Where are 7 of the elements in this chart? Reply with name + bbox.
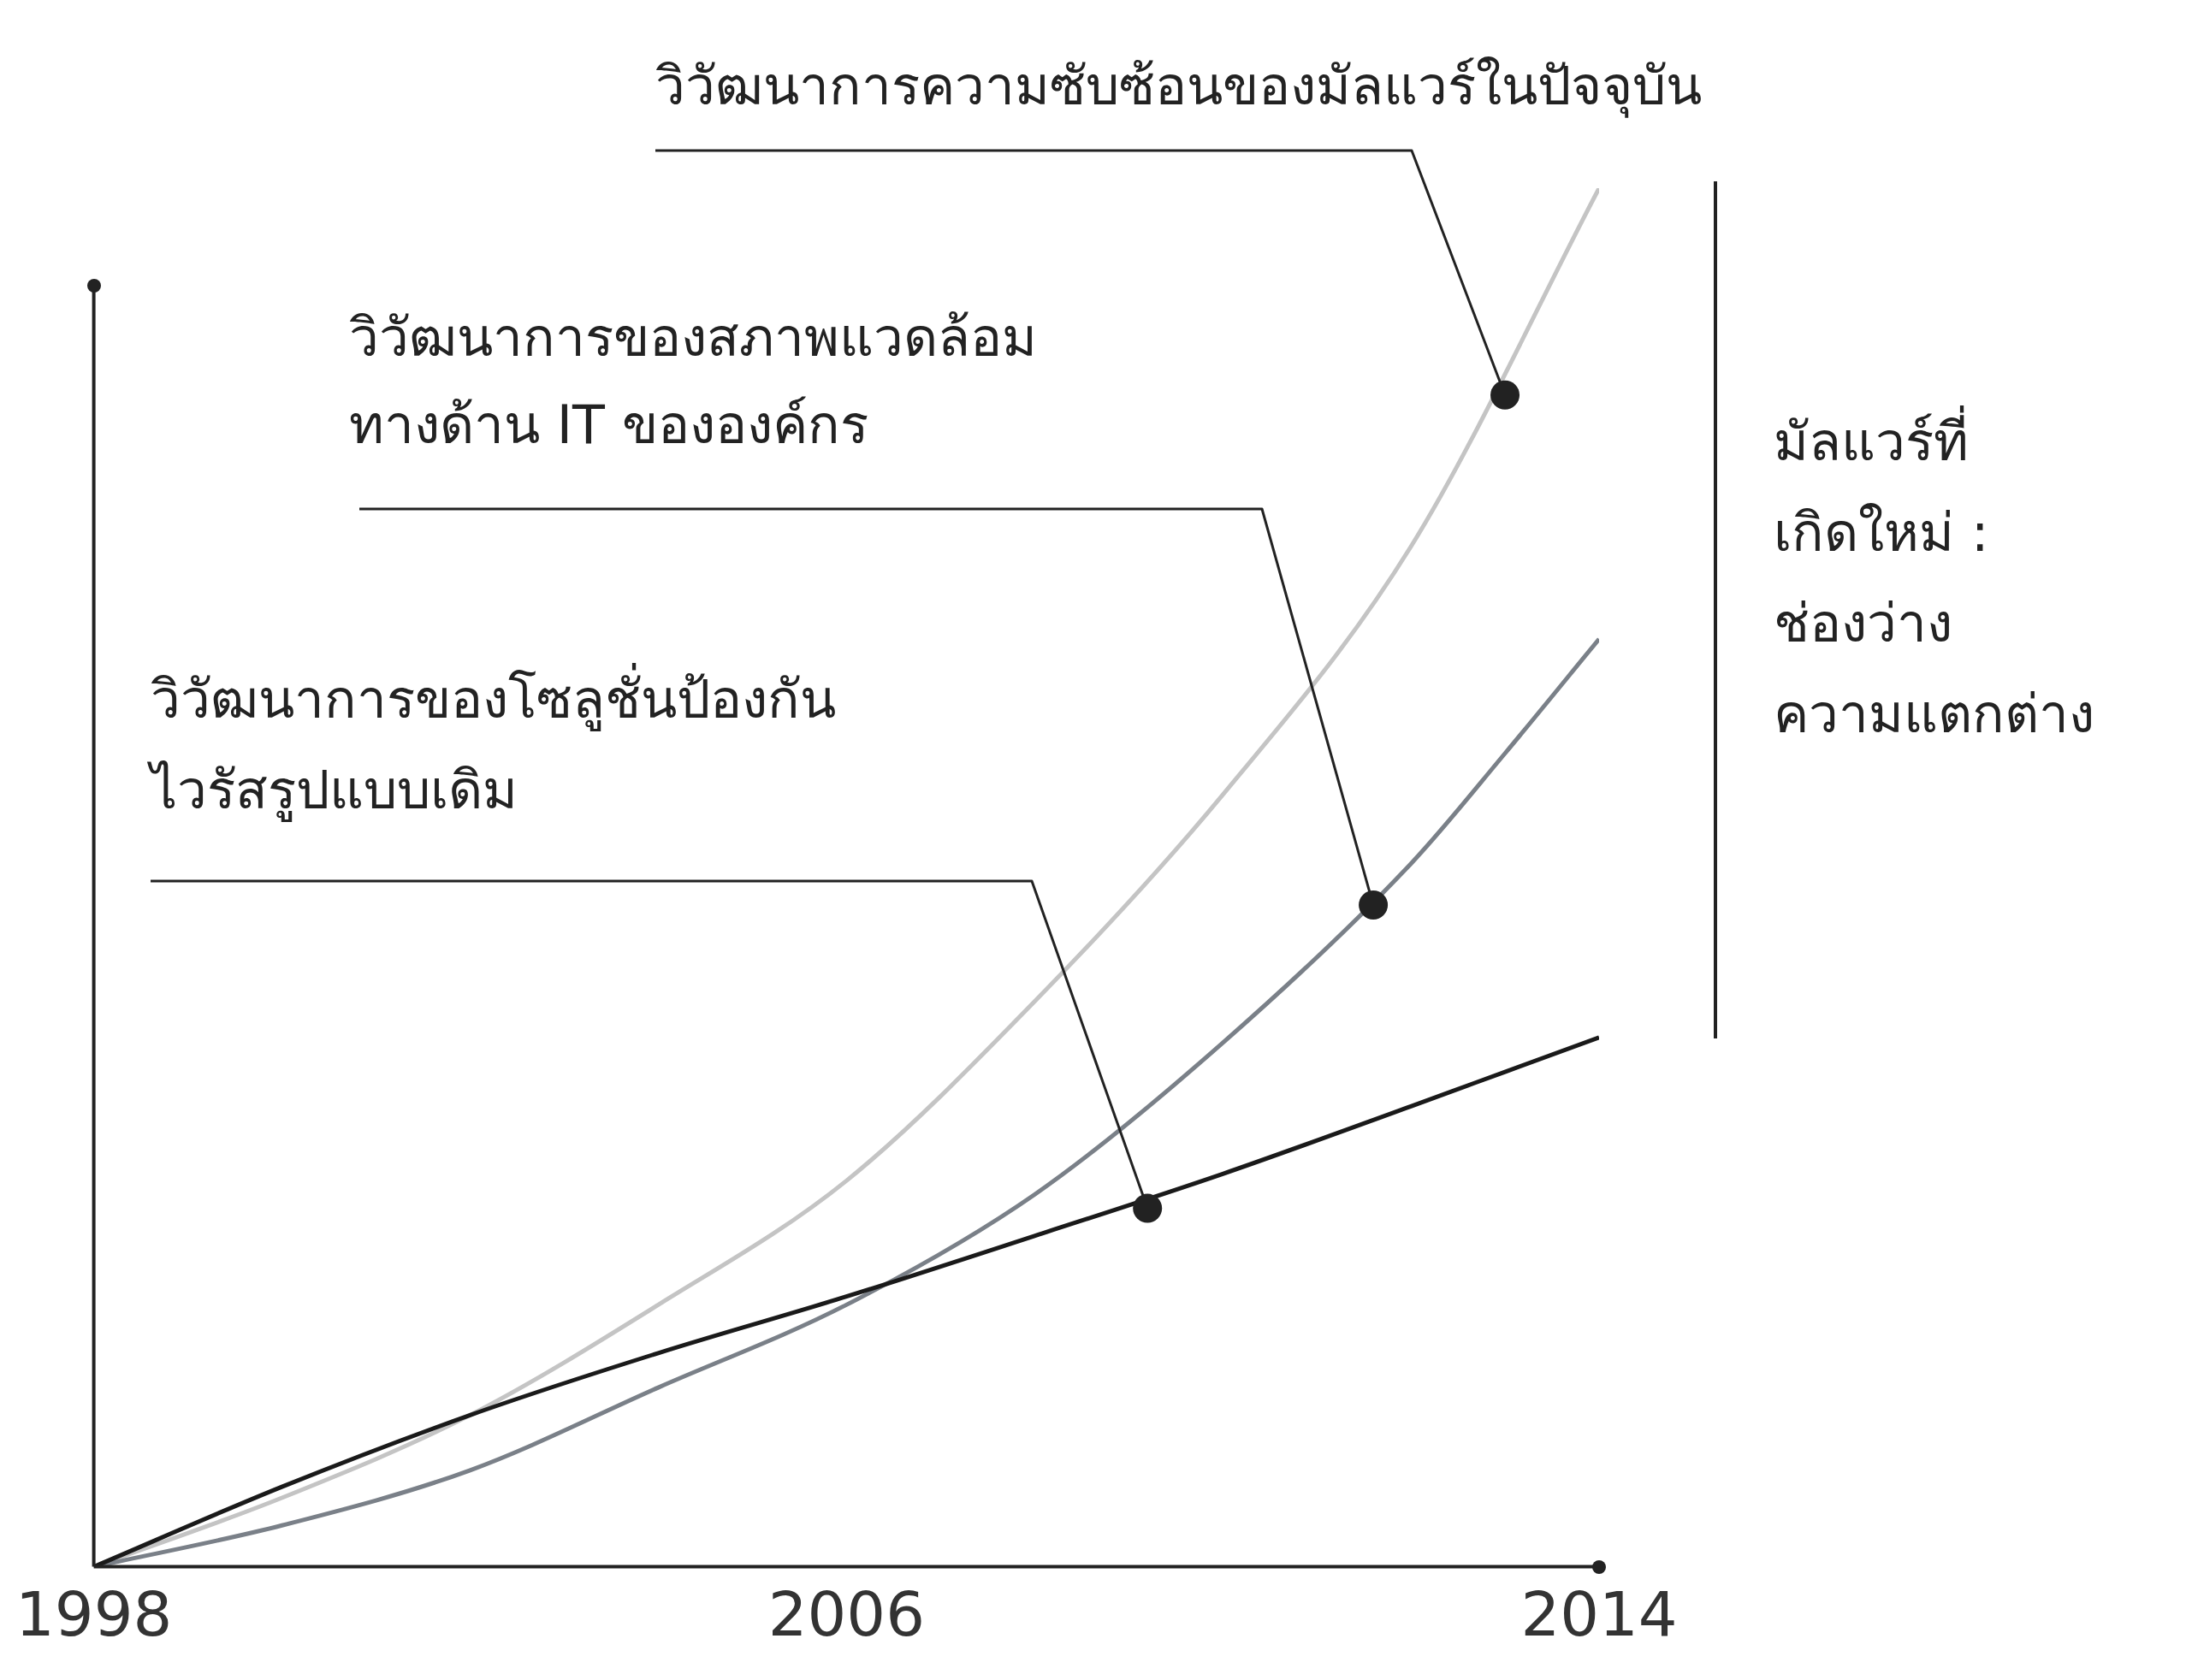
- x-tick-label: 1998: [15, 1577, 173, 1650]
- annotation: วิวัฒนาการของสภาพแวดล้อม ทางด้าน IT ขององค์กร: [349, 306, 1037, 456]
- annotation: วิวัฒนาการความซับซ้อนของมัลแวร์ในปัจจุบัน: [655, 55, 1702, 118]
- text: มัลแวร์ที่ เกิดใหม่ : ช่องว่าง ความแตกต่าง: [1774, 405, 2094, 745]
- annotation: วิวัฒนาการของโซลูชั่นป้องกัน ไวรัสรูปแบบเดิม: [146, 663, 836, 822]
- x-tick-label: 2006: [767, 1577, 925, 1650]
- x-tick-label: 2014: [1520, 1577, 1678, 1650]
